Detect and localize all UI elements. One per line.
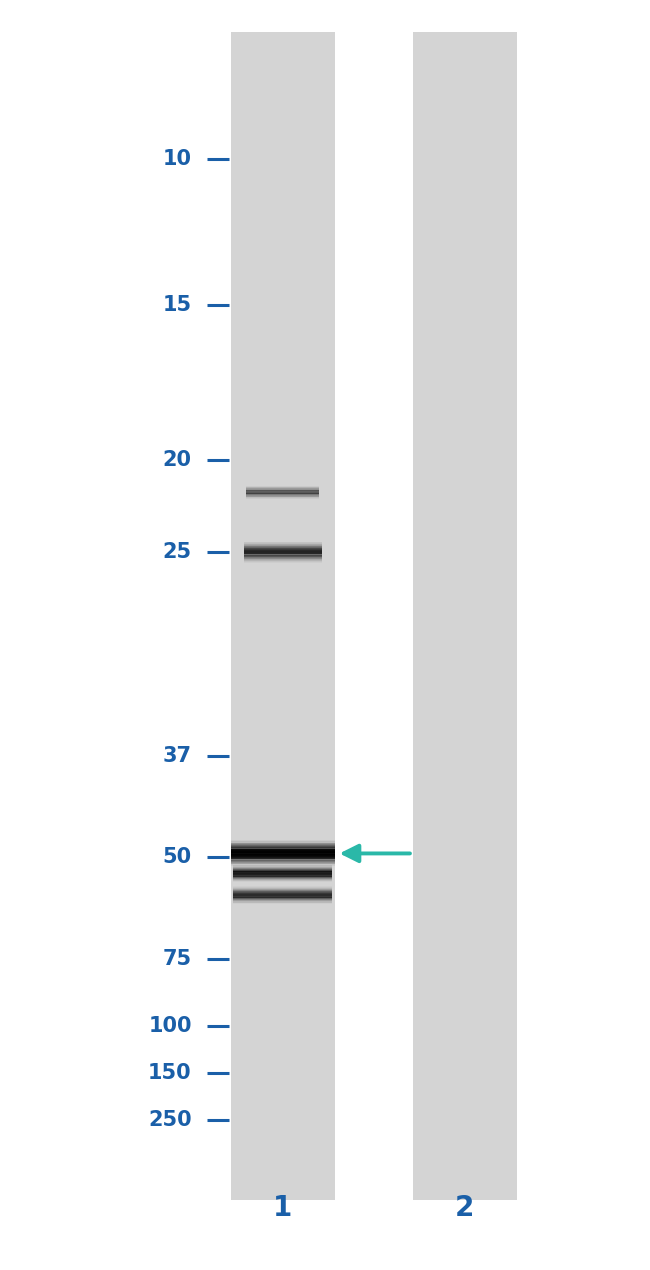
Bar <box>231 847 335 848</box>
Bar <box>244 556 322 558</box>
Bar <box>244 546 322 547</box>
Bar <box>231 856 335 857</box>
Bar <box>231 861 335 862</box>
Bar <box>244 550 322 551</box>
Bar <box>244 551 322 552</box>
Bar <box>244 556 322 558</box>
Bar <box>231 843 335 845</box>
Bar <box>231 843 335 845</box>
Text: 75: 75 <box>162 949 192 969</box>
Bar <box>244 550 322 551</box>
Bar <box>231 850 335 851</box>
Text: 2: 2 <box>455 1194 474 1222</box>
Bar <box>244 555 322 556</box>
Bar <box>244 561 322 563</box>
Bar <box>244 560 322 561</box>
Bar <box>244 547 322 549</box>
Bar <box>231 857 335 859</box>
Bar <box>231 842 335 843</box>
Bar <box>244 547 322 549</box>
Text: 100: 100 <box>148 1016 192 1036</box>
Bar <box>231 848 335 850</box>
Bar <box>244 549 322 550</box>
Bar <box>244 559 322 560</box>
Bar <box>231 853 335 855</box>
Bar <box>231 841 335 842</box>
Bar <box>244 544 322 545</box>
Bar <box>231 859 335 860</box>
Bar <box>231 862 335 864</box>
Bar <box>231 845 335 846</box>
Bar <box>244 554 322 555</box>
Bar <box>244 560 322 561</box>
Bar <box>231 851 335 852</box>
Bar <box>244 552 322 554</box>
Bar <box>231 859 335 860</box>
Bar <box>231 855 335 856</box>
Bar <box>244 559 322 560</box>
Bar <box>244 558 322 559</box>
Text: 20: 20 <box>162 450 192 470</box>
Bar <box>231 864 335 865</box>
Bar <box>231 853 335 855</box>
Bar <box>244 545 322 546</box>
Text: 37: 37 <box>162 745 192 766</box>
Bar <box>244 552 322 554</box>
Bar <box>244 542 322 544</box>
Text: 50: 50 <box>162 847 192 867</box>
Bar <box>413 32 517 1200</box>
Bar <box>231 852 335 853</box>
Bar <box>244 545 322 546</box>
Bar <box>231 846 335 847</box>
Bar <box>244 544 322 545</box>
Bar <box>231 856 335 857</box>
Bar <box>231 865 335 866</box>
Bar <box>244 558 322 559</box>
Bar <box>231 851 335 852</box>
Text: 10: 10 <box>162 149 192 169</box>
Bar <box>231 32 335 1200</box>
Bar <box>244 542 322 544</box>
Text: 150: 150 <box>148 1063 192 1083</box>
Bar <box>231 848 335 850</box>
Text: 1: 1 <box>273 1194 292 1222</box>
Bar <box>244 546 322 547</box>
Text: 250: 250 <box>148 1110 192 1130</box>
Bar <box>231 864 335 865</box>
Bar <box>231 861 335 862</box>
Bar <box>244 555 322 556</box>
Bar <box>231 860 335 861</box>
Text: 25: 25 <box>162 542 192 563</box>
Bar <box>244 554 322 555</box>
Bar <box>231 846 335 847</box>
Bar <box>244 549 322 550</box>
Text: 15: 15 <box>162 295 192 315</box>
Bar <box>231 841 335 842</box>
